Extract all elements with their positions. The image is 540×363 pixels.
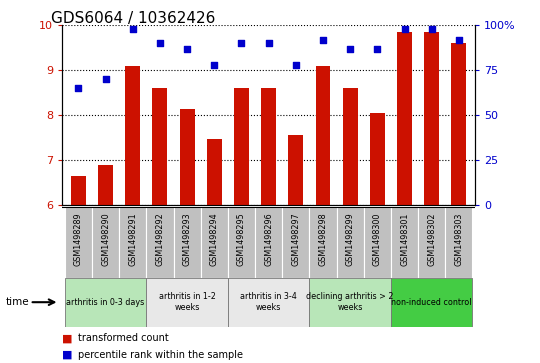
Text: ■: ■ — [62, 333, 72, 343]
Point — [427, 26, 436, 32]
Point — [319, 37, 327, 43]
Bar — [282, 207, 309, 278]
Text: arthritis in 0-3 days: arthritis in 0-3 days — [66, 298, 145, 307]
Point — [400, 26, 409, 32]
Point — [237, 40, 246, 46]
Bar — [180, 109, 194, 205]
Bar — [201, 207, 228, 278]
Text: transformed count: transformed count — [78, 333, 169, 343]
Text: GSM1498299: GSM1498299 — [346, 213, 355, 266]
Text: GSM1498293: GSM1498293 — [183, 213, 192, 266]
Bar — [288, 135, 303, 205]
Bar — [391, 278, 472, 327]
Bar — [146, 278, 228, 327]
Bar — [315, 66, 330, 205]
Bar — [65, 278, 146, 327]
Text: GSM1498302: GSM1498302 — [427, 213, 436, 266]
Text: GSM1498292: GSM1498292 — [156, 213, 165, 266]
Bar — [98, 165, 113, 205]
Text: GDS6064 / 10362426: GDS6064 / 10362426 — [51, 11, 215, 26]
Bar — [125, 66, 140, 205]
Bar — [336, 207, 364, 278]
Bar — [370, 113, 385, 205]
Bar — [71, 176, 86, 205]
Text: GSM1498290: GSM1498290 — [101, 213, 110, 266]
Text: time: time — [5, 297, 29, 307]
Bar — [234, 88, 249, 205]
Point — [373, 46, 382, 52]
Point — [183, 46, 192, 52]
Bar — [309, 207, 336, 278]
Text: arthritis in 3-4
weeks: arthritis in 3-4 weeks — [240, 293, 297, 312]
Text: GSM1498295: GSM1498295 — [237, 213, 246, 266]
Bar — [391, 207, 418, 278]
Text: GSM1498298: GSM1498298 — [319, 213, 327, 266]
Text: GSM1498303: GSM1498303 — [454, 213, 463, 266]
Bar — [418, 207, 446, 278]
Point — [292, 62, 300, 68]
Point — [156, 40, 164, 46]
Bar — [65, 207, 92, 278]
Bar — [207, 139, 222, 205]
Point — [346, 46, 354, 52]
Text: GSM1498294: GSM1498294 — [210, 213, 219, 266]
Bar — [261, 88, 276, 205]
Text: non-induced control: non-induced control — [392, 298, 472, 307]
Text: ■: ■ — [62, 350, 72, 360]
Point — [102, 76, 110, 82]
Bar — [343, 88, 357, 205]
Point — [455, 37, 463, 43]
Bar — [92, 207, 119, 278]
Bar — [309, 278, 391, 327]
Text: percentile rank within the sample: percentile rank within the sample — [78, 350, 244, 360]
Point — [74, 85, 83, 91]
Bar — [397, 32, 412, 205]
Point — [210, 62, 219, 68]
Bar — [451, 43, 467, 205]
Text: GSM1498289: GSM1498289 — [74, 213, 83, 266]
Text: GSM1498300: GSM1498300 — [373, 213, 382, 266]
Text: GSM1498291: GSM1498291 — [129, 213, 137, 266]
Bar — [446, 207, 472, 278]
Text: GSM1498296: GSM1498296 — [264, 213, 273, 266]
Point — [265, 40, 273, 46]
Bar — [228, 207, 255, 278]
Bar — [119, 207, 146, 278]
Text: declining arthritis > 2
weeks: declining arthritis > 2 weeks — [306, 293, 394, 312]
Bar — [173, 207, 201, 278]
Text: GSM1498297: GSM1498297 — [291, 213, 300, 266]
Text: GSM1498301: GSM1498301 — [400, 213, 409, 266]
Bar — [255, 207, 282, 278]
Bar — [146, 207, 173, 278]
Bar — [364, 207, 391, 278]
Text: arthritis in 1-2
weeks: arthritis in 1-2 weeks — [159, 293, 215, 312]
Bar — [228, 278, 309, 327]
Bar — [152, 88, 167, 205]
Point — [129, 26, 137, 32]
Bar — [424, 32, 439, 205]
